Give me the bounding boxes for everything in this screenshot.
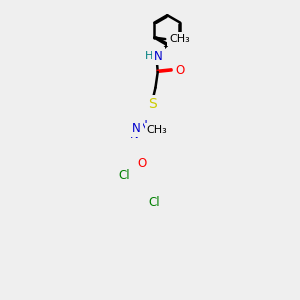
Text: N: N [154, 50, 163, 62]
Text: Cl: Cl [119, 169, 130, 182]
Text: N: N [129, 128, 138, 141]
Text: CH₃: CH₃ [169, 34, 190, 44]
Text: O: O [175, 64, 184, 77]
Text: Cl: Cl [148, 196, 160, 209]
Text: S: S [148, 97, 156, 111]
Text: H: H [145, 51, 154, 61]
Text: CH₃: CH₃ [147, 125, 167, 135]
Text: N: N [139, 118, 148, 132]
Text: N: N [132, 122, 141, 135]
Text: O: O [138, 157, 147, 170]
